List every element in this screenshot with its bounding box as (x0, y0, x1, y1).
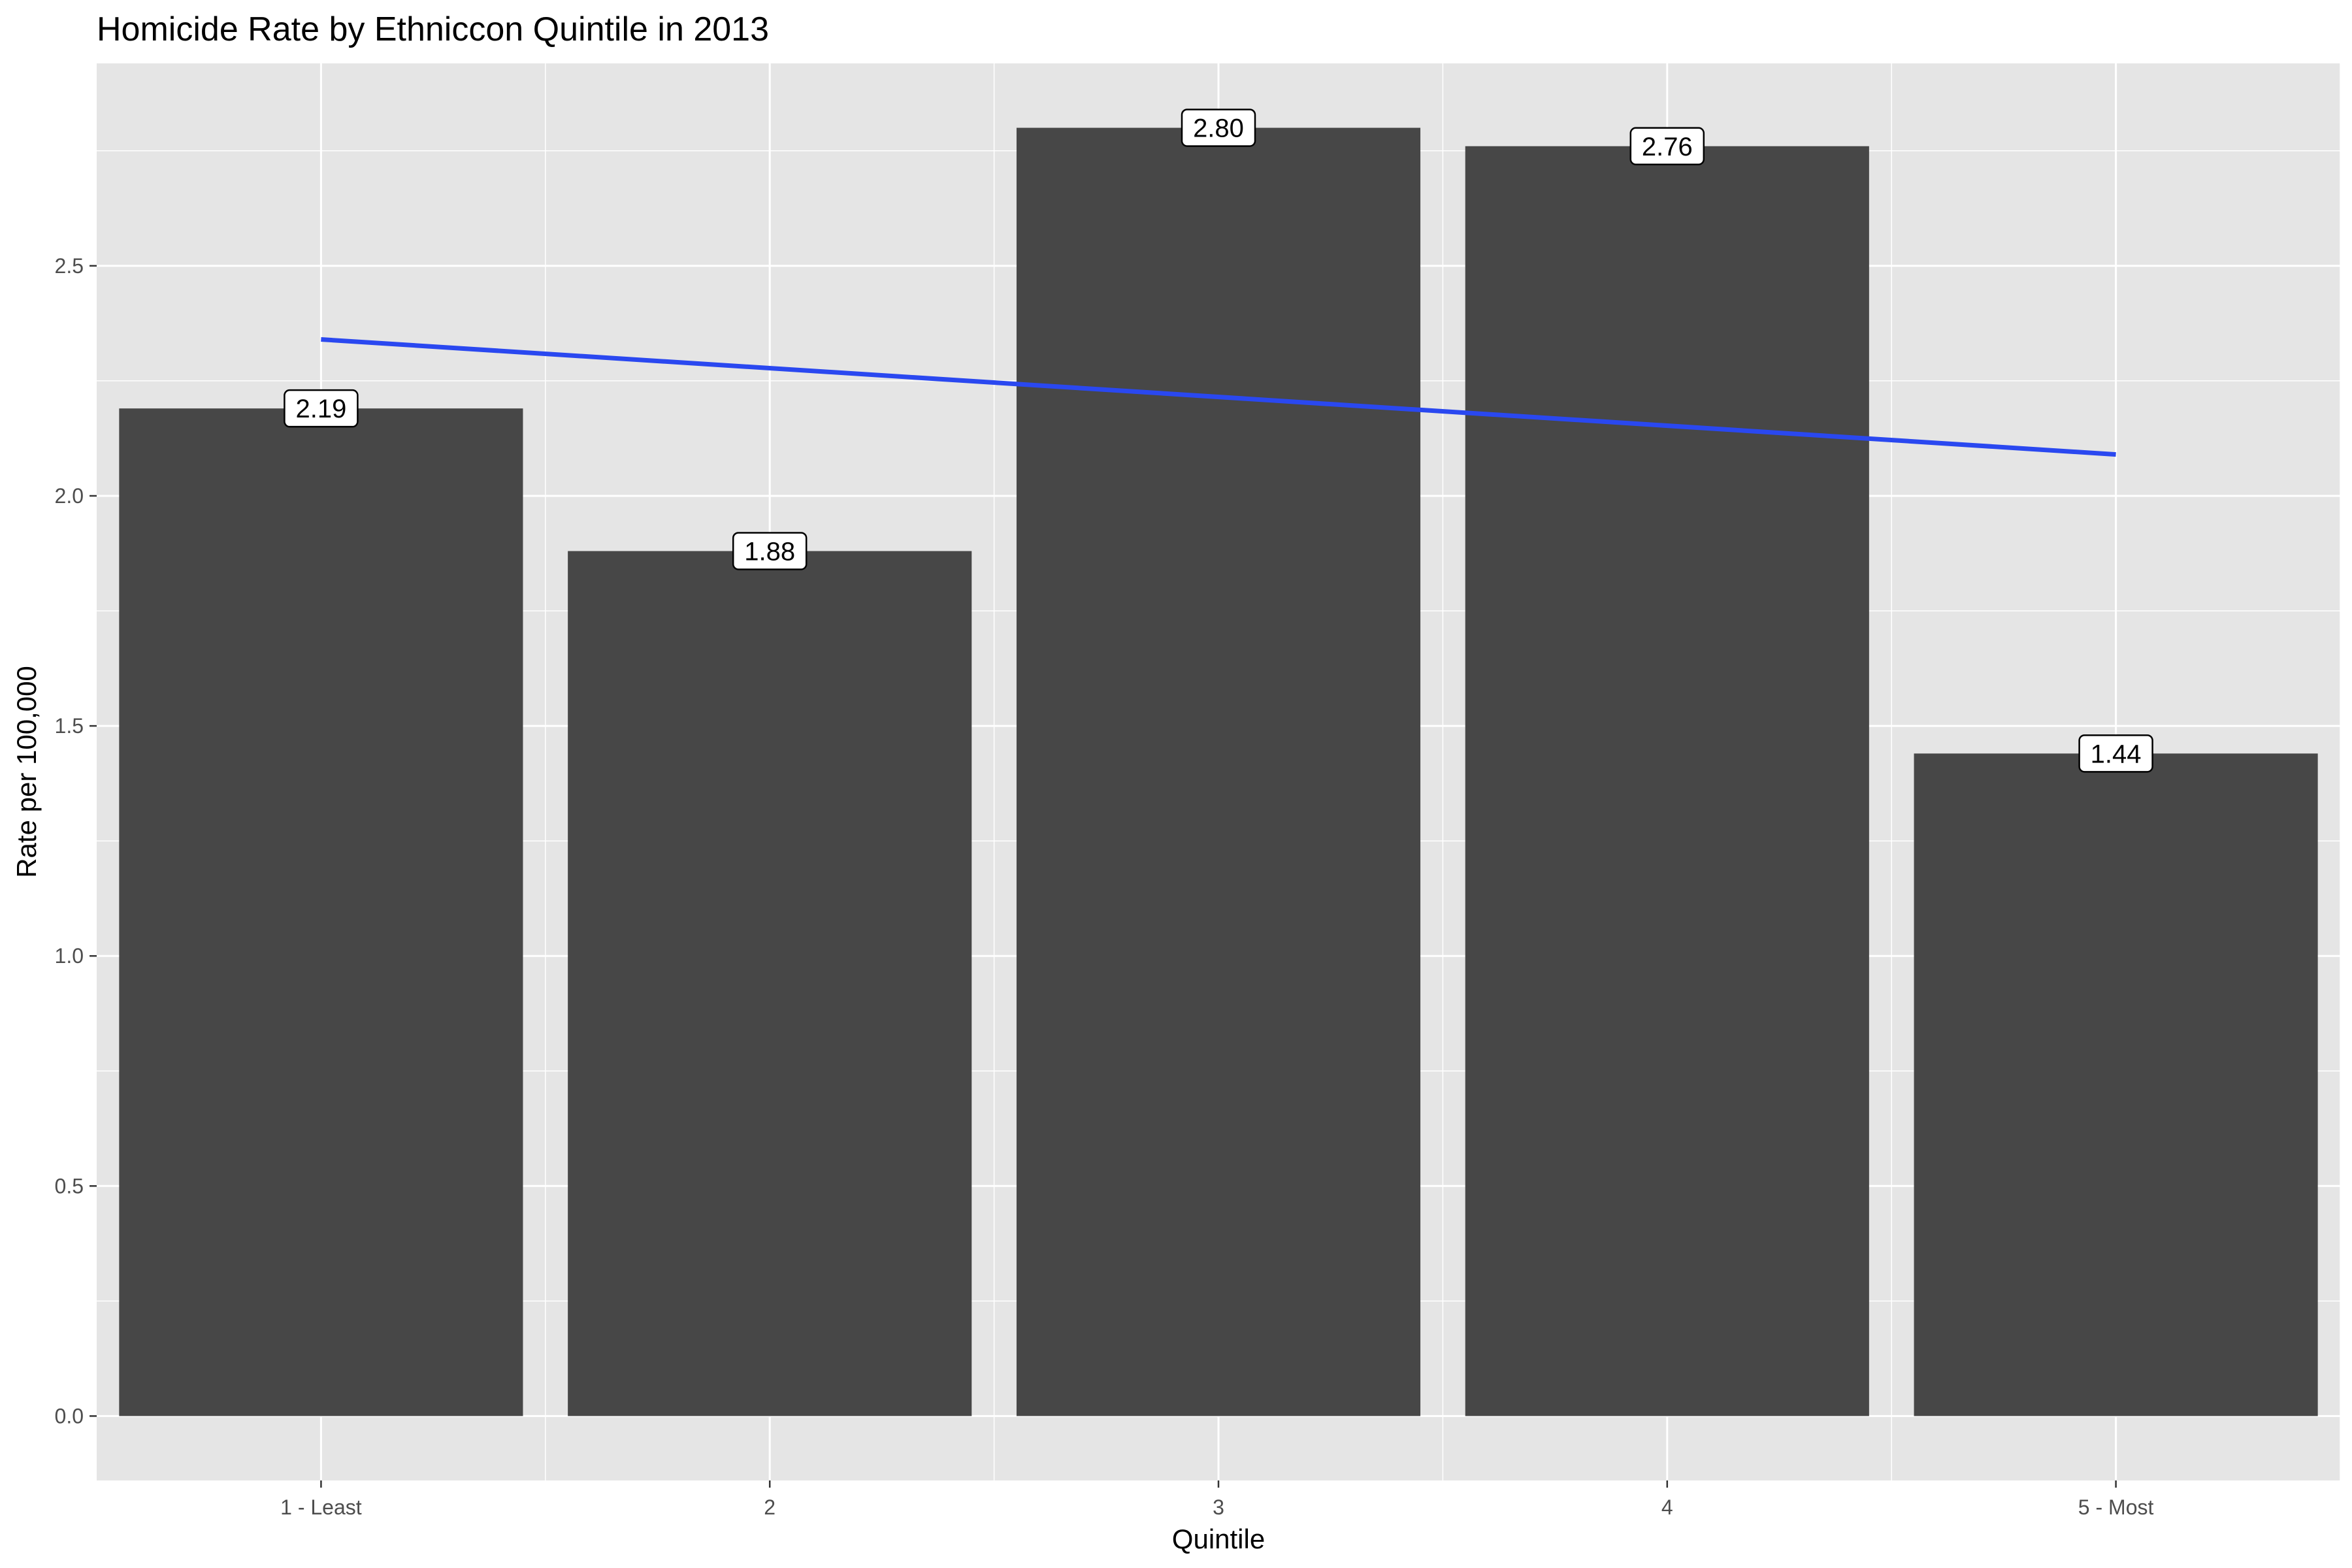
plot-panel: 2.19 1.88 2.80 2.76 1.44 (97, 63, 2341, 1480)
x-axis: 1 - Least 2 3 4 5 - Most (280, 1480, 2153, 1519)
y-tick-label: 0.5 (55, 1174, 84, 1198)
x-tick-label: 5 - Most (2078, 1495, 2154, 1519)
y-axis-title: Rate per 100,000 (11, 666, 42, 878)
data-label-text: 2.76 (1642, 133, 1693, 161)
bar-2 (568, 551, 972, 1416)
bar-1 (119, 408, 523, 1416)
data-label-3: 2.80 (1181, 108, 1256, 147)
data-label-1: 2.19 (284, 389, 359, 428)
data-label-4: 2.76 (1629, 127, 1705, 166)
y-tick-label: 2.5 (55, 254, 84, 278)
data-label-box (2078, 734, 2153, 773)
data-label-5: 1.44 (2078, 734, 2153, 773)
data-label-box (1181, 108, 1256, 147)
x-axis-title: Quintile (1172, 1524, 1265, 1554)
data-label-box (732, 532, 808, 570)
y-tick-label: 1.0 (55, 944, 84, 968)
data-label-text: 1.44 (2091, 740, 2142, 768)
x-tick-label: 4 (1661, 1495, 1673, 1519)
data-label-text: 1.88 (744, 537, 795, 566)
bar-4 (1465, 146, 1869, 1416)
data-labels: 2.19 1.88 2.80 2.76 1.44 (284, 108, 2153, 773)
x-tick-label: 2 (764, 1495, 776, 1519)
y-axis: 0.0 0.5 1.0 1.5 2.0 2.5 (55, 254, 97, 1428)
bar-3 (1016, 127, 1421, 1416)
x-tick-label: 3 (1213, 1495, 1224, 1519)
data-label-box (1629, 127, 1705, 166)
y-tick-label: 0.0 (55, 1404, 84, 1428)
data-label-2: 1.88 (732, 532, 808, 570)
bar-5 (1914, 753, 2318, 1416)
data-label-text: 2.80 (1193, 114, 1244, 143)
x-tick-label: 1 - Least (280, 1495, 362, 1519)
data-label-box (284, 389, 359, 428)
y-tick-label: 2.0 (55, 484, 84, 508)
chart-title: Homicide Rate by Ethniccon Quintile in 2… (97, 10, 769, 48)
data-label-text: 2.19 (295, 395, 346, 423)
y-tick-label: 1.5 (55, 714, 84, 738)
bars (119, 127, 2318, 1416)
trend-line (321, 337, 2116, 457)
